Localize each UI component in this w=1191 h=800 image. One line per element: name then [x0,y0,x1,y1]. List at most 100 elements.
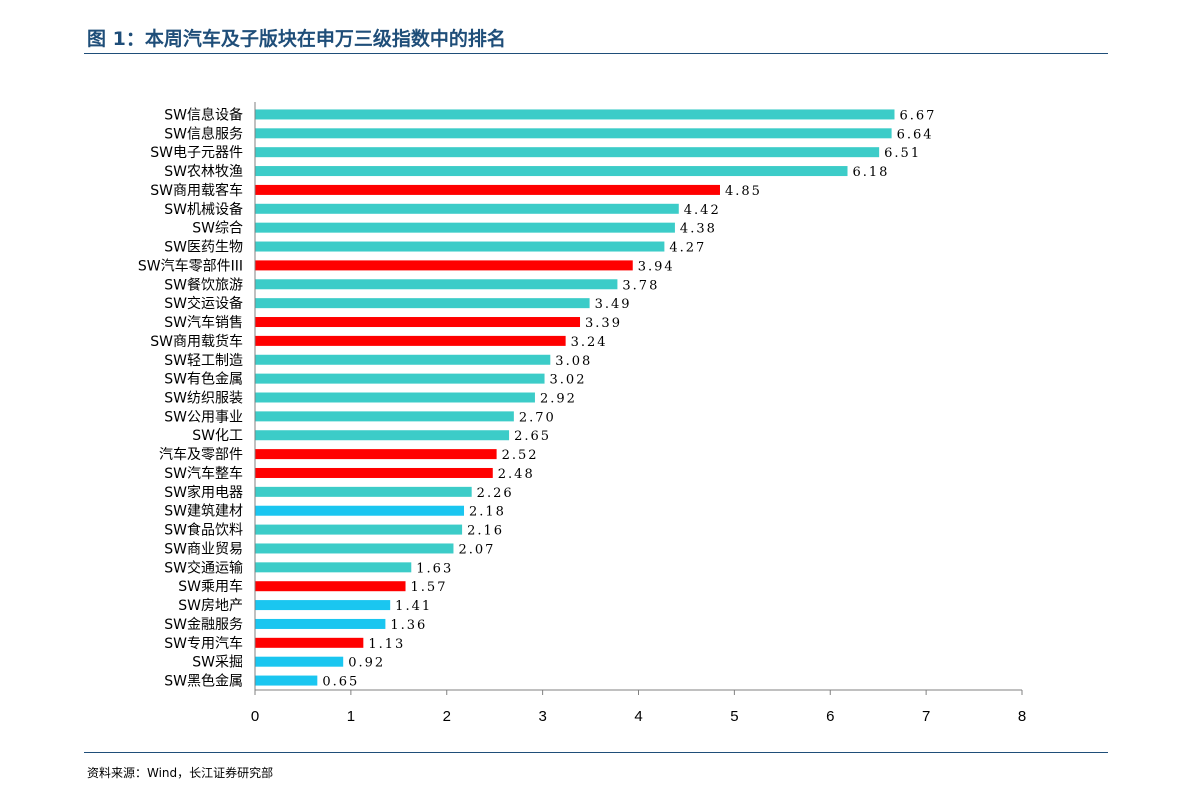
bar [255,241,665,252]
bar [255,260,633,271]
value-label: 1.57 [411,580,448,595]
bar [255,543,454,554]
value-label: 6.67 [899,108,936,123]
category-label: SW公用事业 [164,409,243,425]
value-label: 3.08 [555,354,592,369]
value-label: 2.48 [498,467,535,482]
value-label: 1.41 [395,599,432,614]
value-label: 6.64 [897,127,934,142]
category-label: 汽车及零部件 [159,446,243,463]
category-label: SW汽车销售 [164,314,243,331]
value-label: 2.52 [502,448,539,463]
category-label: SW金融服务 [164,617,243,633]
value-label: 3.49 [595,297,632,312]
value-label: 4.42 [684,203,721,218]
value-label: 0.65 [322,675,359,690]
category-label: SW商用载货车 [150,333,243,350]
category-label: SW医药生物 [164,240,243,256]
value-label: 3.78 [622,278,659,293]
category-label: SW纺织服装 [164,391,243,407]
x-tick-label: 2 [443,708,451,725]
category-label: SW汽车整车 [164,465,243,482]
x-tick-label: 0 [251,708,259,725]
value-label: 4.27 [669,241,706,256]
value-label: 6.18 [853,165,890,180]
bar [255,449,497,460]
bar [255,581,406,592]
bar [255,392,535,403]
bar [255,486,472,497]
bar [255,298,590,309]
header-rule [84,53,1108,54]
category-label: SW乘用车 [178,578,243,595]
value-label: 6.51 [884,146,921,161]
value-label: 0.92 [348,656,385,671]
value-label: 2.65 [514,429,551,444]
category-label: SW电子元器件 [150,145,243,161]
category-label: SW机械设备 [164,201,243,218]
category-label: SW交运设备 [164,295,243,312]
bar [255,467,493,478]
x-tick-label: 1 [347,708,355,725]
x-tick-label: 5 [730,708,738,725]
category-label: SW建筑建材 [164,504,243,520]
bar [255,109,895,120]
bar [255,637,364,648]
category-label: SW食品饮料 [164,522,243,539]
value-label: 1.36 [390,618,427,633]
category-label: SW专用汽车 [164,635,243,652]
category-label: SW交通运输 [164,559,243,576]
value-label: 3.39 [585,316,622,331]
category-label: SW农林牧渔 [164,164,243,180]
value-label: 2.70 [519,410,556,425]
bar [255,618,386,629]
value-label: 3.94 [638,259,675,274]
category-label: SW商用载客车 [150,182,243,199]
value-label: 4.85 [725,184,762,199]
figure-title: 图 1：本周汽车及子版块在申万三级指数中的排名 [87,28,506,50]
bar [255,147,880,158]
category-label: SW轻工制造 [164,353,243,369]
category-label: SW商业贸易 [164,541,243,557]
bar [255,335,566,346]
bar [255,203,679,214]
value-label: 2.18 [469,505,506,520]
x-tick-label: 8 [1018,708,1026,725]
bar [255,411,514,422]
bar [255,166,848,177]
value-label: 1.13 [368,637,405,652]
value-label: 3.24 [571,335,608,350]
bar [255,505,465,516]
bar [255,562,412,573]
x-tick-label: 3 [538,708,546,725]
value-label: 4.38 [680,222,717,237]
bar [255,430,510,441]
bar [255,354,551,365]
bar [255,128,892,139]
bar [255,675,318,686]
category-label: SW信息设备 [164,106,243,123]
category-label: SW化工 [192,428,243,444]
value-label: 2.92 [540,392,577,407]
value-label: 1.63 [416,561,453,576]
category-label: SW综合 [192,221,243,237]
category-label: SW房地产 [178,598,243,614]
bar [255,317,581,328]
category-label: SW信息服务 [164,125,243,142]
x-tick-label: 4 [634,708,642,725]
value-label: 2.26 [477,486,514,501]
category-label: SW汽车零部件III [138,257,243,274]
value-label: 2.07 [458,542,495,557]
bar [255,524,463,535]
bar [255,222,675,233]
bar [255,600,391,611]
x-tick-label: 6 [826,708,834,725]
bar [255,373,545,384]
value-label: 3.02 [550,373,587,388]
category-label: SW餐饮旅游 [164,277,243,293]
category-label: SW采掘 [192,655,243,671]
category-label: SW黑色金属 [164,673,243,690]
bar [255,656,344,667]
x-tick-label: 7 [922,708,930,725]
